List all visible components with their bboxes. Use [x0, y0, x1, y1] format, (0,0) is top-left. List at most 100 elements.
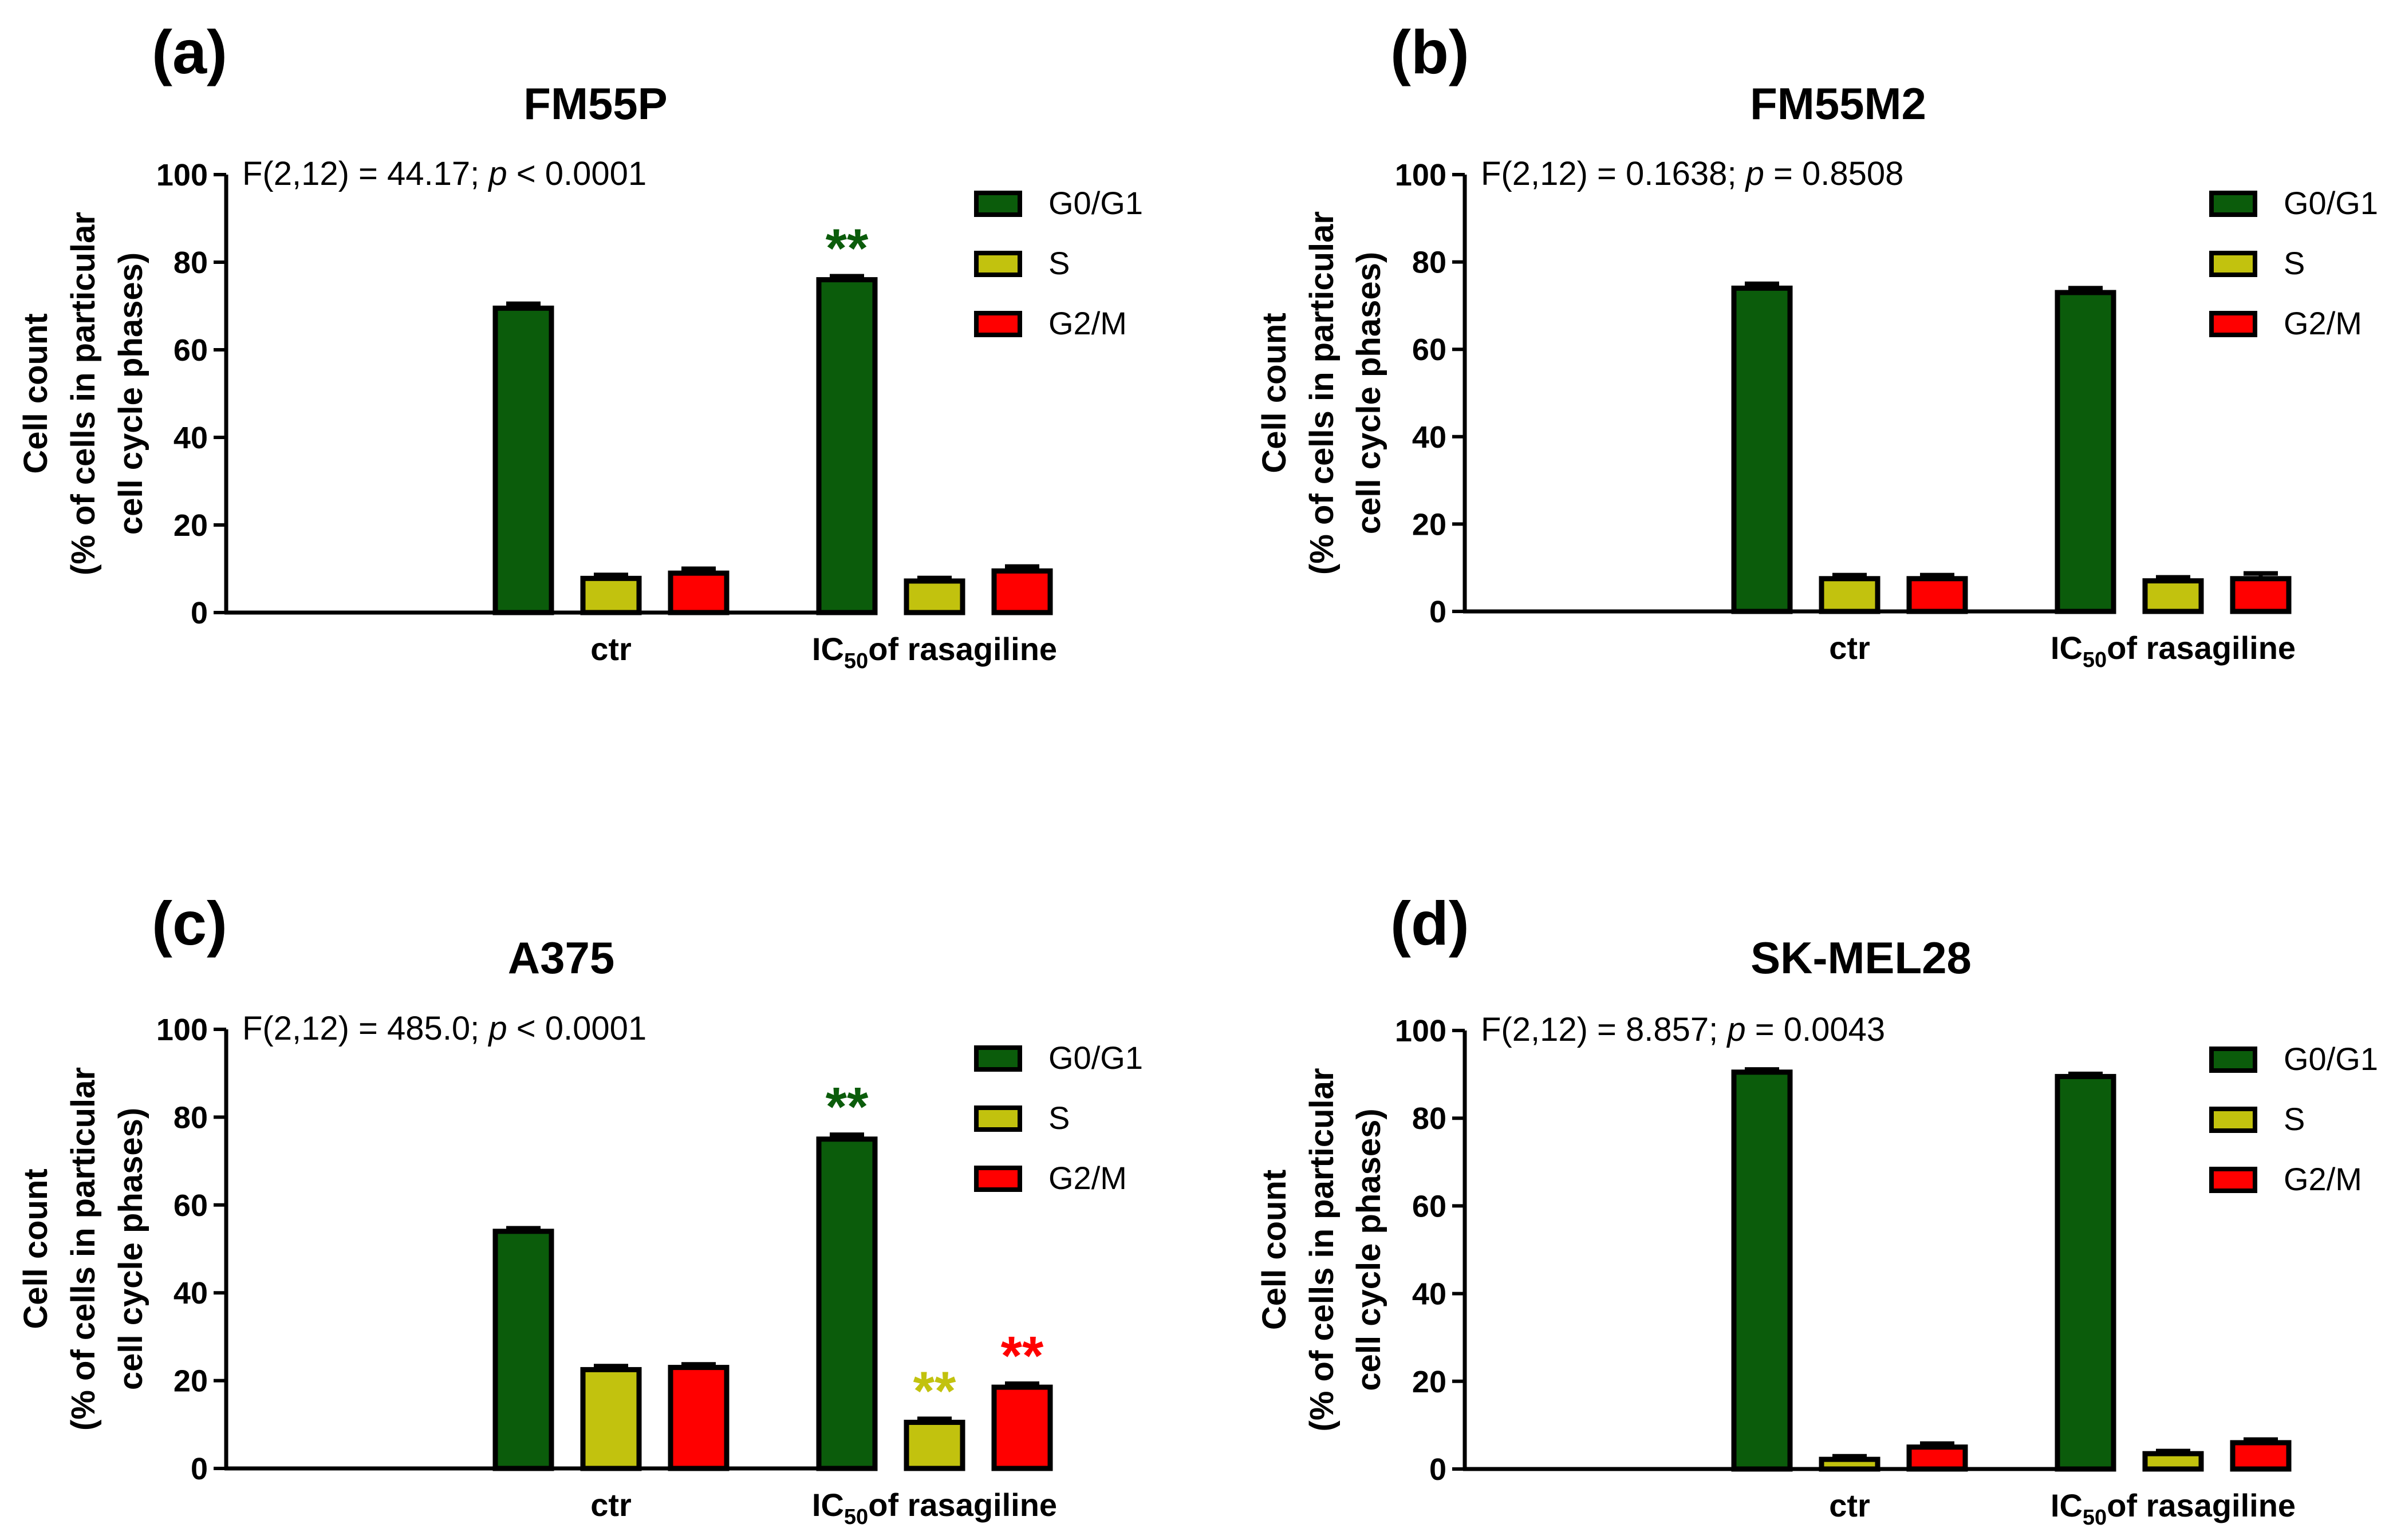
x-category-label: ctr	[590, 631, 632, 667]
y-axis-label-line-1: Cell count	[1256, 1170, 1293, 1330]
bar-S-2	[904, 578, 965, 615]
bar-S-2	[2142, 578, 2204, 614]
category-rest: of rasagiline	[868, 1487, 1057, 1523]
legend-swatch-G2M	[2209, 311, 2257, 337]
x-category-label: IC50of rasagiline	[812, 1487, 1057, 1529]
category-rest: of rasagiline	[2107, 630, 2296, 666]
y-axis-label-line-3: cell cycle phases)	[1350, 1108, 1387, 1391]
legend-label: G0/G1	[1048, 1040, 1143, 1076]
y-tick-label: 20	[174, 1364, 208, 1399]
legend-swatch-S	[974, 251, 1022, 277]
stats-annotation: F(2,12) = 8.857; p = 0.0043	[1481, 1011, 1885, 1048]
bar-G0G1-1	[1731, 285, 1793, 614]
legend-swatch-S	[974, 1105, 1022, 1132]
x-category-label: IC50of rasagiline	[2051, 1487, 2296, 1530]
panel-label: (b)	[1390, 17, 1469, 86]
stats-p-symbol: p	[1726, 1011, 1745, 1048]
y-tick-label: 100	[1395, 1014, 1446, 1048]
stats-prefix: F(2,12) = 0.1638;	[1481, 155, 1746, 192]
legend-swatch-S	[2209, 1107, 2257, 1133]
category-main: IC	[2051, 630, 2083, 666]
y-axis-label-line-3: cell cycle phases)	[1350, 252, 1387, 534]
y-tick-label: 80	[174, 1100, 208, 1135]
bar-S-2	[904, 1419, 965, 1471]
legend-label: G2/M	[1048, 305, 1127, 341]
y-axis-label-line-2: (% of cells in particular	[1303, 1068, 1341, 1432]
category-rest: of rasagiline	[868, 631, 1057, 667]
significance-stars: **	[826, 1076, 869, 1138]
x-category-label: ctr	[1829, 1487, 1870, 1523]
bar-S-1	[580, 1367, 642, 1471]
y-tick-label: 80	[174, 246, 208, 280]
legend-label: G2/M	[1048, 1160, 1127, 1196]
legend-label: S	[2284, 1101, 2305, 1137]
bar-G2M-1	[1906, 1444, 1968, 1472]
category-subscript: 50	[2083, 1506, 2107, 1530]
y-tick-label: 100	[1395, 158, 1446, 192]
y-tick-label: 60	[1412, 333, 1446, 367]
category-main: IC	[812, 1487, 844, 1523]
legend-label: S	[1048, 1100, 1070, 1136]
y-tick-label: 40	[174, 421, 208, 455]
bar-G0G1-2	[816, 277, 878, 615]
stats-p-symbol: p	[1745, 155, 1764, 192]
legend-swatch-G2M	[974, 311, 1022, 337]
significance-stars: **	[1001, 1325, 1044, 1387]
bar-G2M-1	[668, 570, 730, 615]
bar-G2M-2	[991, 568, 1053, 615]
chart-panel-1: (a) FM55P F(2,12) = 44.17; p < 0.0001 Cell …	[17, 17, 1143, 673]
stats-suffix: = 0.0043	[1746, 1011, 1886, 1048]
bar-G2M-1	[668, 1365, 730, 1471]
legend-label: S	[2284, 245, 2305, 281]
y-tick-label: 0	[1429, 1452, 1446, 1487]
bar-S-1	[1819, 1456, 1881, 1472]
legend-label: G0/G1	[2284, 1041, 2378, 1077]
category-main: ctr	[590, 631, 632, 667]
y-axis-label-line-3: cell cycle phases)	[112, 1108, 149, 1390]
legend-swatch-G2M	[2209, 1167, 2257, 1193]
legend-swatch-G2M	[974, 1166, 1022, 1192]
panel-label: (a)	[152, 17, 227, 86]
bar-G2M-1	[1906, 576, 1968, 614]
y-tick-label: 60	[1412, 1189, 1446, 1223]
bar-G2M-2	[991, 1384, 1053, 1471]
chart-title: SK-MEL28	[1751, 933, 1972, 983]
bar-S-1	[1819, 576, 1881, 614]
category-main: ctr	[1829, 630, 1870, 666]
legend-swatch-G0G1	[974, 1045, 1022, 1072]
legend-label: G2/M	[2284, 1161, 2362, 1197]
bar-G0G1-2	[816, 1136, 878, 1471]
chart-title: FM55P	[523, 78, 667, 129]
bar-G0G1-1	[492, 305, 554, 615]
y-tick-label: 40	[174, 1276, 208, 1310]
legend-swatch-S	[2209, 251, 2257, 277]
stats-p-symbol: p	[487, 1010, 507, 1047]
legend-swatch-G0G1	[974, 191, 1022, 217]
y-tick-label: 40	[1412, 1277, 1446, 1312]
y-tick-label: 100	[156, 158, 208, 192]
y-axis-label-line-2: (% of cells in particular	[65, 1067, 102, 1431]
stats-annotation: F(2,12) = 485.0; p < 0.0001	[242, 1010, 646, 1047]
chart-title: A375	[508, 933, 614, 983]
stats-p-symbol: p	[487, 155, 507, 192]
x-category-label: IC50of rasagiline	[812, 631, 1057, 673]
stats-annotation: F(2,12) = 0.1638; p = 0.8508	[1481, 155, 1903, 192]
legend-swatch-G0G1	[2209, 191, 2257, 217]
x-category-label: ctr	[590, 1487, 632, 1523]
y-tick-label: 80	[1412, 246, 1446, 280]
chart-title: FM55M2	[1750, 78, 1926, 129]
y-axis-label-line-2: (% of cells in particular	[1303, 211, 1341, 575]
legend-label: G2/M	[2284, 305, 2362, 341]
significance-stars: **	[826, 218, 869, 279]
legend-label: S	[1048, 245, 1070, 281]
category-main: IC	[2051, 1487, 2083, 1523]
stats-suffix: < 0.0001	[507, 155, 647, 192]
y-tick-label: 20	[1412, 507, 1446, 542]
y-tick-label: 0	[1429, 595, 1446, 629]
category-subscript: 50	[844, 649, 868, 673]
legend-label: G0/G1	[2284, 185, 2378, 221]
category-main: ctr	[1829, 1487, 1870, 1523]
y-axis-label-line-2: (% of cells in particular	[65, 212, 102, 575]
y-tick-label: 40	[1412, 420, 1446, 455]
